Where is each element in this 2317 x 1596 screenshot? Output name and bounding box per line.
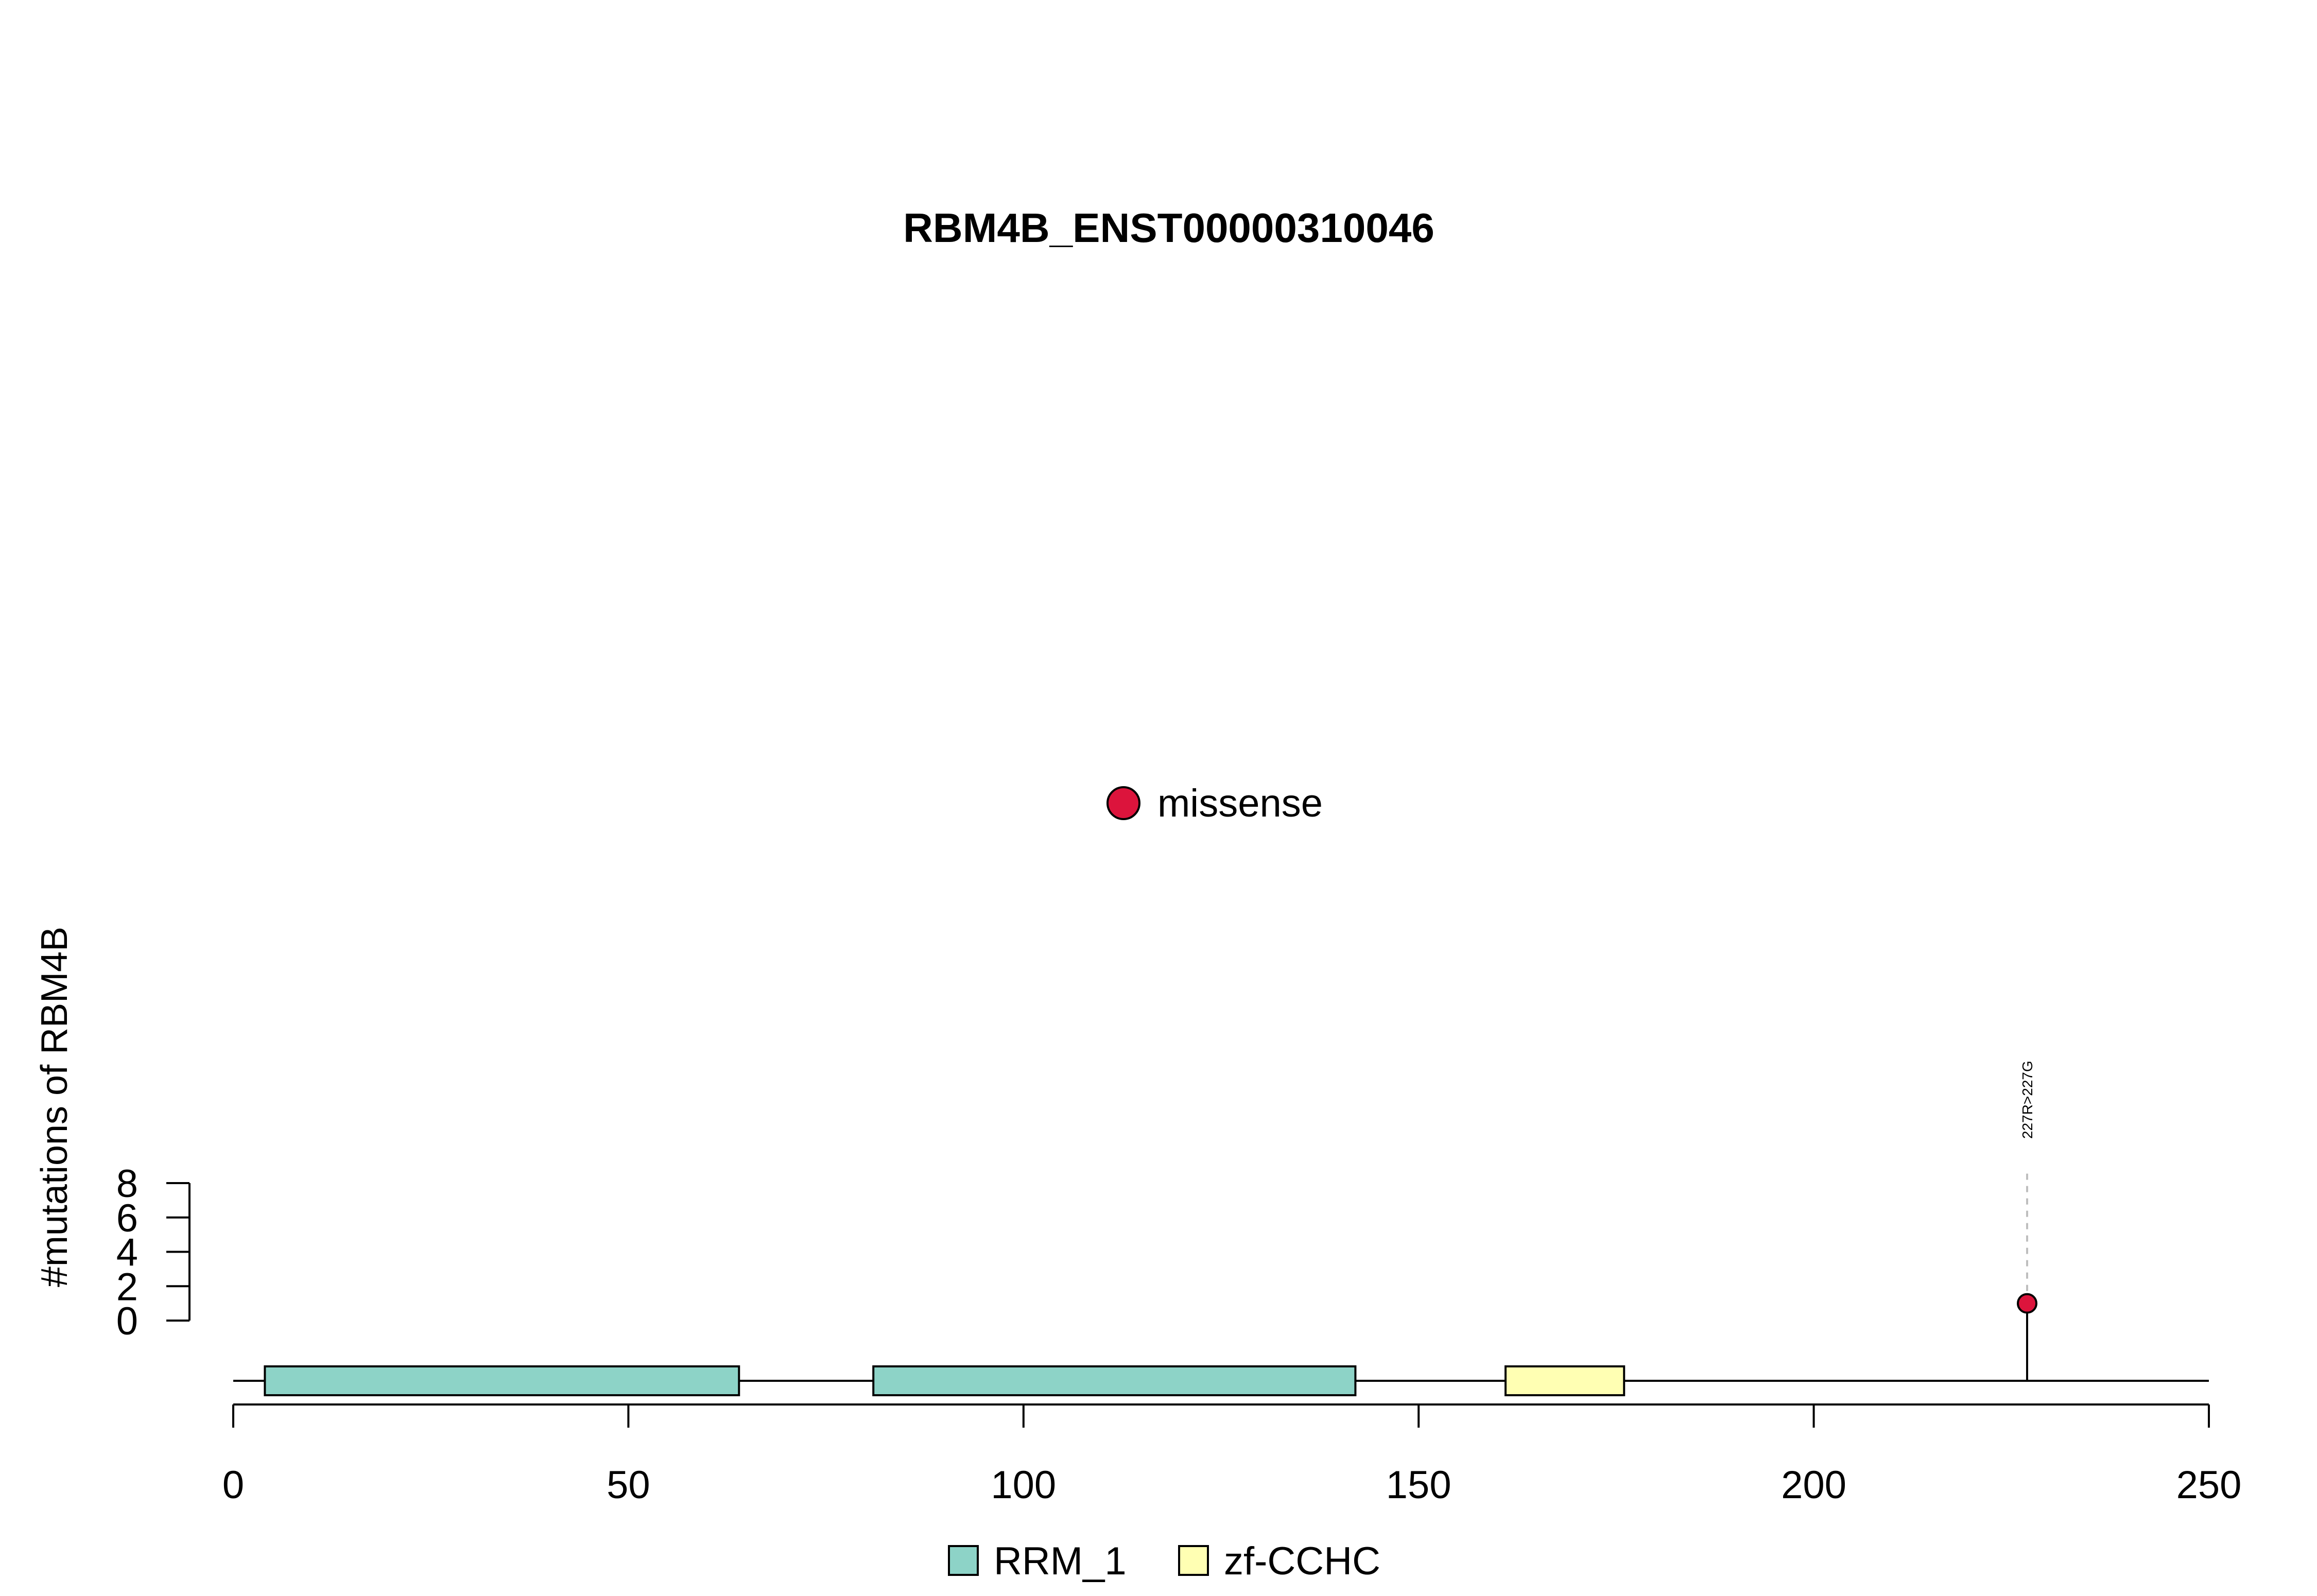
mutation-legend: missense [1106, 782, 1323, 825]
mutation-points [2016, 1293, 2037, 1314]
chart-title: RBM4B_ENST00000310046 [903, 205, 1434, 251]
legend-zf-cchc-label: zf-CCHC [1224, 1539, 1380, 1583]
x-tick-label: 100 [991, 1463, 1056, 1507]
domain-legend: RRM_1 zf-CCHC [948, 1539, 1380, 1583]
x-tick-label: 50 [607, 1463, 650, 1507]
y-tick-label: 6 [116, 1196, 138, 1240]
legend-zf-cchc-swatch [1178, 1545, 1209, 1576]
x-axis: 0 50 100 150 200 250 [222, 1403, 2242, 1507]
y-axis-label: #mutations of RBM4B [34, 927, 75, 1287]
mutation-label: 227R>227G [2019, 1061, 2035, 1139]
legend-missense-marker [1106, 786, 1140, 820]
legend-missense-label: missense [1157, 782, 1323, 825]
domain-rrm-1 [872, 1365, 1357, 1396]
x-tick-label: 150 [1386, 1463, 1451, 1507]
y-tick-label: 2 [116, 1265, 138, 1309]
legend-rrm-1-label: RRM_1 [994, 1539, 1127, 1583]
domain-rrm-1 [264, 1365, 740, 1396]
x-tick-label: 200 [1781, 1463, 1846, 1507]
domain-zf-cchc [1505, 1365, 1626, 1396]
y-tick-label: 4 [116, 1231, 138, 1275]
x-tick-label: 0 [222, 1463, 244, 1507]
x-tick-label: 250 [2176, 1463, 2242, 1507]
y-tick-label: 8 [116, 1162, 138, 1206]
legend-rrm-1-swatch [948, 1545, 979, 1576]
domain-boxes [264, 1365, 1626, 1396]
mutation-stems: 227R>227G [2019, 1061, 2035, 1381]
y-tick-label: 0 [116, 1299, 138, 1343]
mutation-point [2016, 1293, 2037, 1314]
